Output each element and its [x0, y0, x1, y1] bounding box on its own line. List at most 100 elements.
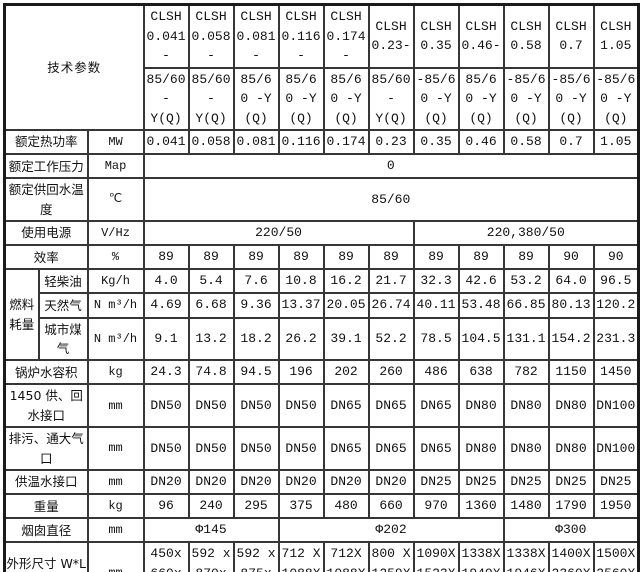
- value-cell: 9.1: [142, 316, 190, 362]
- value-cell: 260: [367, 359, 415, 386]
- cell-line: 85/60 -: [371, 71, 411, 107]
- cell-line: CLSH: [555, 18, 587, 34]
- row-label: 重量: [3, 493, 89, 520]
- row-label: 额定热功率: [3, 128, 89, 156]
- row-unit: N m³/h: [86, 292, 145, 319]
- value-cell: 89: [232, 244, 280, 271]
- value-cell: DN80: [502, 426, 550, 471]
- cell-line: 0 -Y: [465, 91, 497, 106]
- row-label: 额定供回水温度: [3, 177, 89, 223]
- cell-line: CLSH: [465, 18, 497, 34]
- cell-line: 1940X: [461, 564, 502, 572]
- cell-line: 0.116-: [281, 28, 321, 64]
- value-cell: 712 X1088X1429: [277, 541, 325, 572]
- cell-line: -85/6: [506, 71, 546, 87]
- value-cell: 592 x875x1427: [232, 541, 280, 572]
- cell-line: 592 x: [191, 546, 231, 562]
- cell-line: 1.05: [600, 38, 632, 54]
- value-cell: 0.174: [322, 128, 370, 156]
- row-label: 轻柴油: [37, 268, 89, 295]
- cell-line: 1500X: [596, 546, 636, 562]
- value-cell: DN100: [592, 383, 640, 429]
- value-cell: 39.1: [322, 316, 370, 362]
- cell-line: 0 -Y: [555, 91, 587, 106]
- value-cell: 131.1: [502, 316, 550, 362]
- row-label: 1450 供、回水接口: [3, 383, 89, 429]
- value-cell: 89: [367, 244, 415, 271]
- value-cell: 89: [412, 244, 460, 271]
- value-cell: 85/60: [142, 177, 640, 223]
- row-unit: mm: [86, 426, 145, 471]
- value-cell: 1360: [457, 493, 505, 520]
- value-cell: 4.69: [142, 292, 190, 319]
- value-cell: DN25: [502, 468, 550, 496]
- table-row: 供温水接口 mm DN20 DN20 DN20 DN20 DN20 DN20 DN25 DN25 D…: [3, 468, 640, 496]
- value-cell: DN80: [457, 383, 505, 429]
- cell-line: 1088X: [326, 564, 367, 572]
- table-row: 效率% 89 89 89 89 89 89 89 89 89 90 90: [3, 244, 640, 271]
- model-spec-header: -85/6 0 -Y (Q): [592, 66, 640, 131]
- value-cell: DN65: [412, 383, 460, 429]
- value-cell: 74.8: [187, 359, 235, 386]
- model-spec-header: -85/6 0 -Y (Q): [412, 66, 460, 131]
- cell-line: CLSH: [420, 18, 452, 34]
- value-cell: 89: [322, 244, 370, 271]
- header-row-spec: 85/60 - Y(Q) 85/60 - Y(Q) 85/6 0 -Y (Q) 85/6 0 -…: [5, 66, 640, 131]
- value-cell: DN20: [322, 468, 370, 496]
- value-cell: 89: [457, 244, 505, 271]
- header-row-model: 技术参数 CLSH 0.041- CLSH 0.058- CLSH 0.081- CLSH 0.…: [3, 3, 640, 131]
- value-cell: DN65: [322, 426, 370, 471]
- value-cell: 592 x870x1121: [187, 541, 235, 572]
- value-cell: DN100: [592, 426, 640, 471]
- row-unit: ℃: [86, 177, 145, 223]
- table-row: 烟囱直径 mm Φ145 Φ202 Φ300: [3, 517, 640, 544]
- value-cell: 1.05: [592, 128, 640, 156]
- cell-line: 870x: [191, 564, 232, 572]
- value-cell: 89: [502, 244, 550, 271]
- cell-line: 0 -Y: [330, 91, 362, 106]
- value-cell: 53.48: [457, 292, 505, 319]
- value-cell: 800 X1259X1748: [367, 541, 415, 572]
- value-cell: DN50: [232, 426, 280, 471]
- value-cell: 13.2: [187, 316, 235, 362]
- row-unit: mm: [86, 517, 145, 544]
- model-spec-header: 85/6 0 -Y (Q): [322, 66, 370, 131]
- cell-line: (Q): [424, 110, 448, 126]
- value-cell: DN20: [367, 468, 415, 496]
- cell-line: -85/6: [416, 71, 456, 87]
- row-label: 城市煤气: [37, 316, 89, 362]
- cell-line: 85/60 -: [191, 71, 231, 107]
- cell-line: 712X: [330, 546, 362, 562]
- table-row: 额定工作压力 Map 0: [3, 153, 640, 180]
- value-cell: 0.081: [232, 128, 280, 156]
- value-cell: 220/50: [142, 220, 415, 247]
- table-row: 排污、通大气口 mm DN50 DN50 DN50 DN50 DN65 DN65 DN65 DN8…: [3, 426, 640, 471]
- value-cell: 104.5: [457, 316, 505, 362]
- value-cell: 196: [277, 359, 325, 386]
- cell-line: CLSH: [600, 18, 632, 34]
- value-cell: 970: [412, 493, 460, 520]
- row-label: 天然气: [37, 292, 89, 319]
- value-cell: 1400X2360X2350: [547, 541, 595, 572]
- value-cell: 26.2: [277, 316, 325, 362]
- value-cell: DN50: [277, 426, 325, 471]
- cell-line: CLSH: [240, 9, 272, 24]
- value-cell: 21.7: [367, 268, 415, 295]
- value-cell: 80.13: [547, 292, 595, 319]
- cell-line: (Q): [289, 110, 313, 126]
- value-cell: DN80: [547, 426, 595, 471]
- cell-line: 0.58: [510, 38, 542, 54]
- value-cell: DN50: [187, 426, 235, 471]
- row-label: 使用电源: [3, 220, 89, 247]
- value-cell: DN50: [142, 383, 190, 429]
- value-cell: 0.116: [277, 128, 325, 156]
- cell-line: 0.23-: [371, 38, 411, 54]
- value-cell: 96: [142, 493, 190, 520]
- cell-line: 875x: [236, 564, 277, 572]
- value-cell: DN25: [457, 468, 505, 496]
- value-cell: 1450: [592, 359, 640, 386]
- cell-line: 1523X: [416, 564, 457, 572]
- value-cell: 782: [502, 359, 550, 386]
- value-cell: DN65: [322, 383, 370, 429]
- cell-line: (Q): [334, 110, 358, 126]
